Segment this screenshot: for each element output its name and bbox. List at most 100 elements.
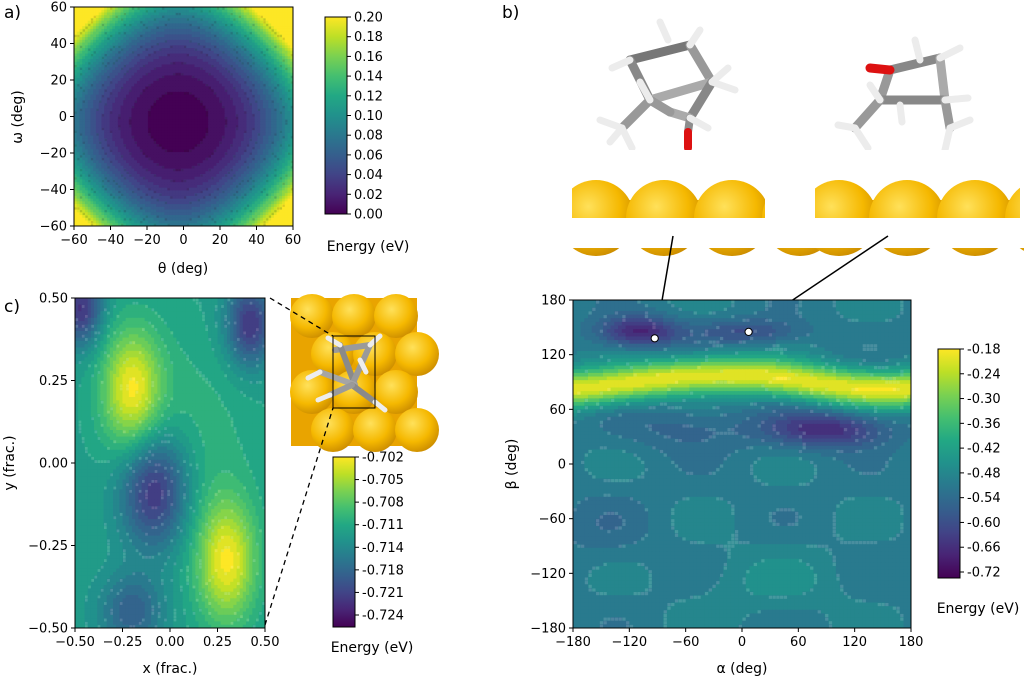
heat-a-cell — [134, 105, 138, 109]
heat-a-cell — [284, 64, 289, 68]
heat-a-cell — [249, 138, 253, 142]
heat-a-cell — [150, 141, 154, 145]
heat-a-cell — [126, 138, 130, 142]
heat-a-cell — [93, 108, 97, 112]
heat-a-cell — [213, 26, 217, 30]
heat-a-cell — [139, 28, 143, 33]
heat-a-cell — [240, 37, 245, 41]
heat-a-cell — [95, 34, 100, 38]
heat-a-cell — [230, 80, 234, 85]
heat-a-cell — [101, 94, 105, 98]
heat-a-cell — [219, 48, 223, 52]
heat-a-cell — [98, 26, 102, 30]
heat-a-cell — [235, 67, 239, 71]
heat-a-cell — [188, 50, 193, 55]
heat-a-cell — [186, 50, 190, 55]
heat-a-cell — [282, 132, 286, 137]
heat-a-cell — [249, 102, 253, 107]
heat-a-cell — [186, 78, 190, 82]
heat-a-cell — [194, 132, 198, 137]
heat-a-cell — [210, 146, 215, 150]
heat-a-cell — [227, 34, 231, 38]
heat-a-cell — [240, 59, 245, 63]
heat-a-cell — [254, 28, 258, 33]
heat-a-cell — [271, 15, 275, 19]
heat-a-cell — [254, 23, 258, 27]
heat-a-cell — [251, 135, 256, 139]
heat-a-cell — [128, 141, 132, 145]
heat-a-cell — [188, 23, 193, 27]
heat-a-cell — [180, 94, 184, 98]
heat-a-cell — [106, 130, 111, 134]
heat-a-cell — [284, 91, 289, 96]
heat-a-cell — [101, 75, 105, 79]
heat-a-cell — [265, 20, 269, 24]
heat-a-cell — [257, 100, 261, 104]
heat-a-cell — [246, 89, 250, 93]
heat-a-cell — [98, 102, 102, 107]
heat-a-cell — [210, 86, 215, 90]
heat-a-cell — [230, 59, 234, 63]
heat-a-cell — [109, 124, 113, 128]
heat-a-cell — [240, 50, 245, 55]
heat-a-cell — [134, 124, 138, 128]
heat-a-cell — [175, 75, 179, 79]
heat-a-cell — [101, 61, 105, 65]
heat-a-cell — [93, 23, 97, 27]
heat-a-cell — [98, 111, 102, 115]
heat-a-cell — [76, 37, 80, 41]
heat-a-cell — [230, 31, 234, 35]
heat-a-cell — [194, 50, 198, 55]
heat-a-cell — [79, 89, 83, 93]
heat-a-cell — [76, 45, 80, 49]
heat-a-cell — [260, 138, 264, 142]
heat-a-cell — [249, 31, 253, 35]
heat-a-cell — [109, 9, 113, 13]
heat-a-cell — [232, 143, 237, 148]
heat-a-cell — [249, 56, 253, 60]
heat-a-cell — [153, 20, 157, 24]
heat-a-cell — [279, 50, 283, 55]
heat-a-cell — [84, 61, 89, 65]
heat-a-cell — [153, 72, 157, 76]
heat-a-cell — [139, 121, 143, 126]
heat-a-cell — [276, 102, 280, 107]
heat-a-cell — [219, 59, 223, 63]
heat-a-cell — [93, 7, 97, 11]
heat-a-cell — [126, 15, 130, 19]
heat-a-cell — [219, 108, 223, 112]
heat-a-cell — [145, 97, 149, 101]
heat-a-cell — [145, 143, 149, 148]
heat-a-cell — [238, 59, 242, 63]
heat-a-cell — [268, 78, 272, 82]
heat-a-cell — [106, 7, 111, 11]
heat-a-cell — [156, 89, 160, 93]
heat-a-cell — [216, 39, 220, 44]
heat-a-cell — [175, 146, 179, 150]
heat-a-cell — [101, 7, 105, 11]
heat-a-cell — [172, 50, 176, 55]
heat-a-cell — [150, 64, 154, 68]
heat-a-cell — [213, 143, 217, 148]
heat-a-cell — [219, 53, 223, 57]
heat-a-cell — [153, 89, 157, 93]
heat-a-cell — [150, 59, 154, 63]
heat-a-cell — [87, 141, 91, 145]
heat-a-cell — [186, 108, 190, 112]
heat-a-cell — [251, 37, 256, 41]
heat-a-cell — [112, 17, 116, 22]
heat-a-cell — [268, 111, 272, 115]
heat-a-cell — [227, 97, 231, 101]
heat-a-cell — [194, 26, 198, 30]
heat-a-cell — [254, 80, 258, 85]
heat-a-cell — [84, 78, 89, 82]
heat-a-cell — [106, 9, 111, 13]
heat-a-cell — [271, 31, 275, 35]
heat-a-cell — [158, 102, 163, 107]
heat-a-cell — [147, 113, 152, 117]
heat-a-cell — [268, 37, 272, 41]
heat-a-cell — [79, 86, 83, 90]
heat-a-cell — [123, 135, 127, 139]
heat-a-cell — [156, 45, 160, 49]
heat-a-cell — [74, 111, 78, 115]
